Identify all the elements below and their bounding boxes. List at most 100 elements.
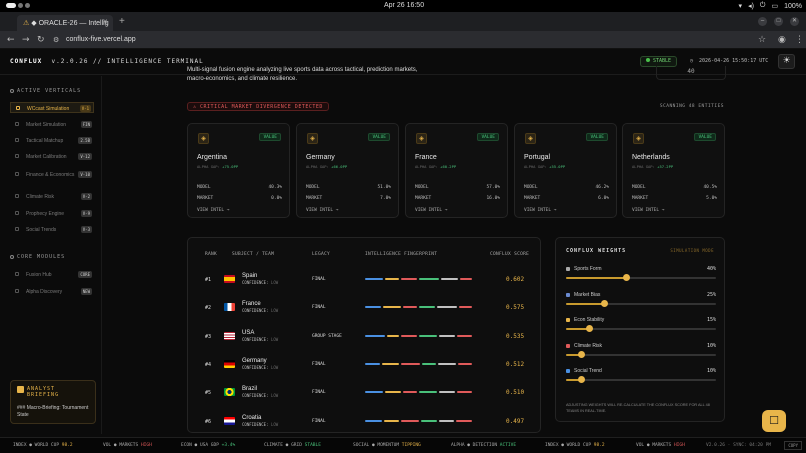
opportunity-card[interactable]: ◈ VALUE Portugal ALPHA GAP: +55.0PP MODEL 46.… (514, 123, 617, 218)
table-row[interactable]: #4 Germany CONFIDENCE: LOW FINAL 0.512 (188, 352, 540, 380)
th-fingerprint[interactable]: INTELLIGENCE FINGERPRINT (365, 252, 438, 257)
minimize-button[interactable]: – (758, 17, 767, 26)
workspace-indicator[interactable] (6, 3, 30, 8)
copy-button[interactable]: COPY (784, 441, 802, 450)
opportunity-card[interactable]: ◈ VALUE France ALPHA GAP: +60.2PP MODEL 57.0%… (405, 123, 508, 218)
menu-icon[interactable]: ⋮ (795, 35, 804, 45)
opportunity-card[interactable]: ◈ VALUE Germany ALPHA GAP: +66.0PP MODEL 51.0… (296, 123, 399, 218)
back-icon[interactable]: ← (7, 35, 15, 45)
signal-icon: ◈ (416, 133, 427, 144)
ticker-label: INDEX ● WORLD CUP (13, 443, 60, 448)
slider-track[interactable] (566, 274, 716, 281)
address-bar[interactable]: conflux-five.vercel.app (66, 36, 136, 43)
table-row[interactable]: #6 Croatia CONFIDENCE: LOW FINAL 0.497 (188, 409, 540, 437)
sidebar-item-icon (15, 227, 19, 231)
slider-track[interactable] (566, 350, 716, 358)
th-team[interactable]: SUBJECT / TEAM (232, 252, 275, 257)
row-rank: #4 (205, 361, 212, 368)
sidebar-item[interactable]: Finance & Economics V-10 (10, 169, 94, 184)
sidebar-item-badge: V-10 (78, 171, 92, 178)
th-legacy[interactable]: LEGACY (312, 252, 331, 257)
view-intel-link[interactable]: VIEW INTEL → (415, 208, 448, 213)
ticker-label: ECON ● USA GDP (181, 443, 219, 448)
card-market-row: MARKET 7.0% (306, 196, 391, 201)
slider-handle[interactable] (600, 299, 608, 307)
weight-slider[interactable]: Market Bias 25% (566, 292, 716, 312)
sidebar-item[interactable]: Tactical Matchup 2.5B (10, 135, 94, 146)
analyst-briefing[interactable]: ANALYST BRIEFING ### Macro-Briefing: Tou… (10, 380, 96, 424)
card-market-label: MARKET (415, 196, 432, 201)
slider-handle[interactable] (578, 350, 585, 358)
sidebar-item[interactable]: Market Simulation FIN (10, 119, 94, 130)
weight-slider[interactable]: Climate Risk 10% (566, 343, 716, 363)
sidebar-item-label: Prophecy Engine (26, 211, 65, 217)
sidebar-item[interactable]: WCcast Simulation V-1 (10, 102, 94, 113)
slider-track[interactable] (566, 376, 716, 383)
card-market-label: MARKET (632, 196, 649, 201)
sidebar-item[interactable]: Social Trends V-3 (10, 224, 94, 235)
system-tray[interactable]: ▾ ◂) ⏻ ▭ 100% (739, 2, 802, 10)
sidebar-module[interactable]: Alpha Discovery NEW (10, 286, 94, 297)
forward-icon[interactable]: → (22, 35, 30, 45)
weight-icon (566, 292, 570, 297)
table-row[interactable]: #2 France CONFIDENCE: LOW FINAL 0.575 (188, 295, 540, 323)
weight-label: Social Trend (574, 368, 602, 374)
th-score[interactable]: CONFLUX SCORE (490, 252, 530, 257)
site-info-icon[interactable]: ⚙ (53, 36, 60, 44)
theme-toggle-button[interactable]: ☀ (778, 54, 795, 69)
value-badge: VALUE (477, 133, 499, 141)
sidebar-item[interactable]: Climate Risk V-2 (10, 191, 94, 202)
bookmark-star-icon[interactable]: ☆ (758, 35, 767, 45)
intelligence-fingerprint (365, 334, 472, 337)
slider-track[interactable] (566, 299, 716, 307)
signal-icon: ◈ (633, 133, 644, 144)
weight-slider[interactable]: Econ Stability 15% (566, 317, 716, 337)
os-clock[interactable]: Apr 26 16:50 (384, 2, 425, 9)
weight-slider[interactable]: Sports Form 40% (566, 266, 716, 286)
row-score: 0.535 (506, 332, 525, 340)
sidebar-item[interactable]: Market Calibration V-12 (10, 151, 94, 162)
view-intel-link[interactable]: VIEW INTEL → (632, 208, 665, 213)
sidebar-module[interactable]: Fusion Hub CORE (10, 269, 94, 280)
view-intel-link[interactable]: VIEW INTEL → (306, 208, 339, 213)
weight-label: Climate Risk (574, 342, 603, 349)
alpha-gap: ALPHA GAP: +75.0PP (197, 164, 238, 169)
table-row[interactable]: #3 USA CONFIDENCE: LOW GROUP STAGE 0.535 (188, 324, 540, 352)
card-market-row: MARKET 0.0% (197, 196, 282, 201)
opportunity-card[interactable]: ◈ VALUE Argentina ALPHA GAP: +75.0PP MODEL 40… (187, 123, 290, 218)
profile-icon[interactable]: ◉ (778, 35, 786, 45)
slider-handle[interactable] (585, 325, 593, 332)
slider-handle[interactable] (578, 376, 585, 383)
slider-fill (566, 328, 589, 330)
app-logo[interactable]: CONFLUX v.2.0.26 // INTELLIGENCE TERMINA… (10, 58, 204, 65)
new-tab-button[interactable]: + (119, 16, 125, 27)
stat-value: 40 (687, 68, 695, 75)
value-badge: VALUE (368, 133, 390, 141)
confidence-value: LOW (270, 280, 279, 285)
slider-track[interactable] (566, 325, 716, 332)
browser-tab[interactable]: ⚠ ◆ ORACLE-26 — Intellig ✕ (17, 15, 113, 31)
chat-button[interactable]: ☐ (762, 410, 786, 432)
th-rank[interactable]: RANK (205, 252, 218, 257)
simulation-mode-label[interactable]: SIMULATION MODE (670, 248, 714, 253)
alpha-gap-label: ALPHA GAP: (632, 164, 655, 169)
fingerprint-bar (456, 419, 472, 422)
row-legacy: GROUP STAGE (312, 333, 342, 339)
tab-title: ◆ ORACLE-26 — Intellig (31, 20, 109, 27)
view-intel-link[interactable]: VIEW INTEL → (197, 208, 230, 213)
sidebar-item[interactable]: Prophecy Engine V-9 (10, 208, 94, 219)
view-intel-link[interactable]: VIEW INTEL → (524, 208, 557, 213)
maximize-button[interactable]: □ (774, 17, 783, 26)
reload-icon[interactable]: ↻ (37, 35, 45, 45)
fingerprint-bar (457, 391, 472, 394)
close-tab-icon[interactable]: ✕ (102, 19, 108, 26)
close-window-button[interactable]: ✕ (790, 17, 799, 26)
fingerprint-bar (439, 391, 455, 394)
confidence-label: CONFIDENCE: (242, 280, 269, 285)
weight-slider[interactable]: Social Trend 10% (566, 368, 716, 388)
table-row[interactable]: #5 Brazil CONFIDENCE: LOW FINAL 0.510 (188, 380, 540, 408)
opportunity-card[interactable]: ◈ VALUE Netherlands ALPHA GAP: +57.2PP MODEL… (622, 123, 725, 218)
table-row[interactable]: #1 Spain CONFIDENCE: LOW FINAL 0.602 (188, 267, 540, 295)
weight-label: Sports Form (574, 266, 602, 272)
slider-handle[interactable] (623, 274, 630, 281)
